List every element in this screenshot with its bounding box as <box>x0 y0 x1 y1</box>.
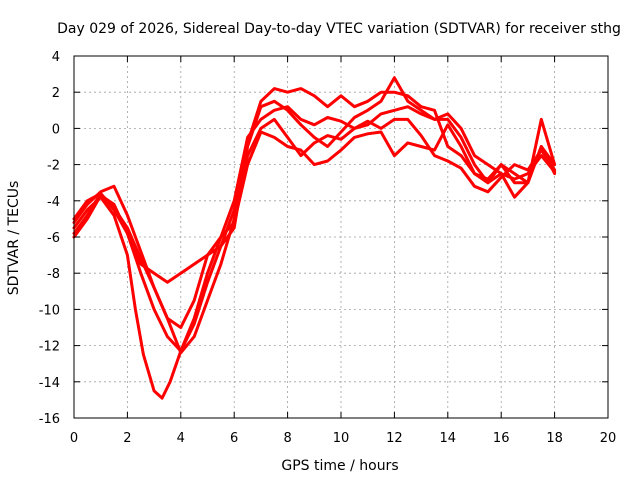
series-line-day-3 <box>72 105 557 400</box>
series-line-day-2 <box>72 87 557 353</box>
x-tick-label: 14 <box>440 431 457 446</box>
series-line-day-1 <box>72 117 557 355</box>
x-tick-label: 10 <box>333 431 350 446</box>
y-tick-label: 2 <box>52 86 60 101</box>
axis-ticks: 0 2 4 6 8 10 12 14 16 18 20 -16 -14 -12 -10 -8 -6 -4 -2 0 2 4 <box>39 50 617 446</box>
x-tick-label: 16 <box>493 431 510 446</box>
x-tick-label: 4 <box>177 431 185 446</box>
x-tick-label: 0 <box>70 431 78 446</box>
y-tick-label: 4 <box>52 50 60 65</box>
chart-title: Day 029 of 2026, Sidereal Day-to-day VTE… <box>57 21 621 37</box>
grid-lines <box>74 56 608 418</box>
y-tick-label: -16 <box>39 412 60 427</box>
y-axis-label: SDTVAR / TECUs <box>6 181 22 296</box>
y-tick-label: -10 <box>39 303 60 318</box>
y-tick-label: -12 <box>39 340 60 355</box>
series-layer <box>72 76 557 400</box>
x-tick-label: 6 <box>230 431 238 446</box>
y-tick-label: -4 <box>47 195 60 210</box>
series-line-day-5 <box>72 76 557 284</box>
y-tick-label: -14 <box>39 376 60 391</box>
y-tick-label: -2 <box>47 159 60 174</box>
x-tick-label: 20 <box>600 431 617 446</box>
series-line-day-4 <box>72 123 557 329</box>
y-tick-label: 0 <box>52 122 60 137</box>
y-tick-label: -8 <box>47 267 60 282</box>
x-tick-label: 18 <box>546 431 563 446</box>
x-tick-label: 8 <box>283 431 291 446</box>
x-tick-label: 12 <box>386 431 403 446</box>
x-tick-label: 2 <box>123 431 131 446</box>
y-tick-label: -6 <box>47 231 60 246</box>
x-axis-label: GPS time / hours <box>281 458 398 474</box>
